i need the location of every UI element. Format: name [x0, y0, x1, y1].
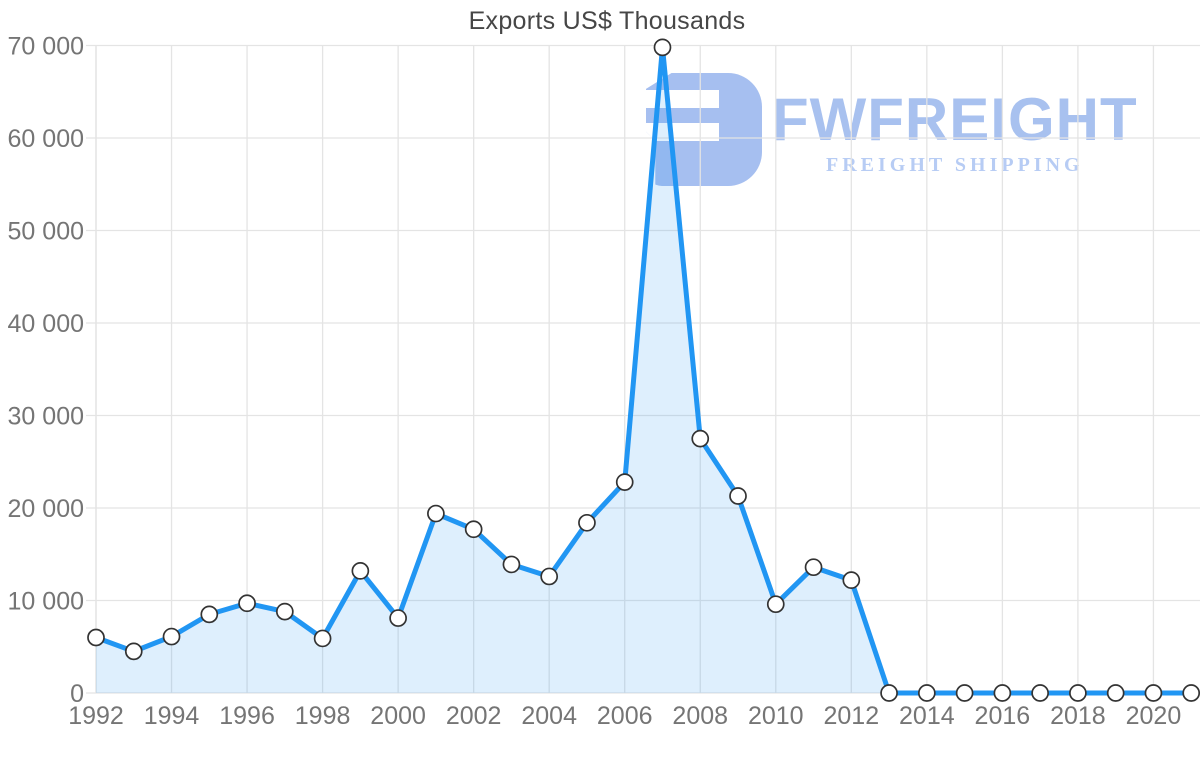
data-point-1998[interactable]	[313, 629, 332, 648]
data-point-2005[interactable]	[578, 513, 596, 532]
data-point-2000[interactable]	[389, 609, 407, 627]
x-axis-tick-label: 2006	[597, 702, 653, 730]
data-point-1999[interactable]	[351, 562, 370, 580]
x-axis-tick-label: 2004	[521, 702, 577, 730]
y-axis-tick-label: 60 000	[8, 125, 84, 153]
x-axis-tick-label: 2018	[1050, 702, 1106, 730]
data-point-2002[interactable]	[464, 520, 483, 539]
y-axis-tick-label: 70 000	[8, 33, 84, 61]
watermark-brand: FWFREIGHT	[772, 86, 1138, 153]
data-point-2012[interactable]	[842, 571, 861, 590]
data-point-2018[interactable]	[1069, 684, 1087, 702]
data-point-2015[interactable]	[955, 684, 974, 702]
x-axis-tick-label: 2014	[899, 702, 955, 730]
x-axis-tick-label: 1994	[144, 702, 200, 730]
data-point-2009[interactable]	[729, 487, 747, 505]
x-axis-tick-label: 1996	[219, 702, 275, 730]
watermark-text: FWFREIGHT FREIGHT SHIPPING	[772, 90, 1138, 177]
data-point-2006[interactable]	[615, 473, 634, 491]
x-axis-tick-label: 2000	[370, 702, 426, 730]
series-area-fill	[96, 47, 1192, 694]
y-axis-tick-label: 40 000	[8, 310, 84, 338]
y-axis-tick-label: 30 000	[8, 403, 84, 431]
data-point-1994[interactable]	[162, 627, 181, 646]
data-point-1995[interactable]	[200, 605, 219, 624]
data-point-2008[interactable]	[691, 429, 710, 448]
data-point-2003[interactable]	[502, 555, 521, 574]
data-point-2021[interactable]	[1182, 684, 1200, 702]
y-axis-tick-label: 50 000	[8, 218, 84, 246]
data-point-1996[interactable]	[238, 594, 256, 613]
x-axis-tick-label: 1998	[295, 702, 351, 730]
data-point-2014[interactable]	[917, 684, 936, 702]
data-point-1993[interactable]	[124, 642, 143, 661]
x-axis-tick-label: 2002	[446, 702, 502, 730]
y-axis-tick-label: 10 000	[8, 588, 84, 616]
x-axis-tick-label: 2008	[672, 702, 728, 730]
x-axis-tick-label: 2010	[748, 702, 804, 730]
x-axis-tick-label: 2020	[1126, 702, 1182, 730]
data-point-1992[interactable]	[87, 628, 105, 647]
x-axis-tick-label: 1992	[68, 702, 124, 730]
x-axis-tick-label: 2012	[823, 702, 879, 730]
data-point-1997[interactable]	[275, 602, 294, 621]
y-axis-tick-label: 20 000	[8, 495, 84, 523]
data-point-2010[interactable]	[766, 595, 785, 614]
data-point-2019[interactable]	[1106, 684, 1125, 702]
data-point-2007[interactable]	[653, 38, 672, 57]
chart-title: Exports US$ Thousands	[468, 7, 746, 35]
y-axis-tick-label: 0	[70, 680, 84, 708]
x-axis-tick-label: 2016	[975, 702, 1031, 730]
data-point-2017[interactable]	[1031, 684, 1049, 702]
data-point-2020[interactable]	[1144, 684, 1163, 702]
watermark-tagline: FREIGHT SHIPPING	[826, 154, 1084, 176]
data-point-2004[interactable]	[540, 567, 559, 586]
data-point-2001[interactable]	[427, 504, 445, 523]
data-point-2013[interactable]	[880, 684, 898, 702]
data-point-2011[interactable]	[804, 558, 823, 577]
data-point-2016[interactable]	[993, 684, 1012, 702]
